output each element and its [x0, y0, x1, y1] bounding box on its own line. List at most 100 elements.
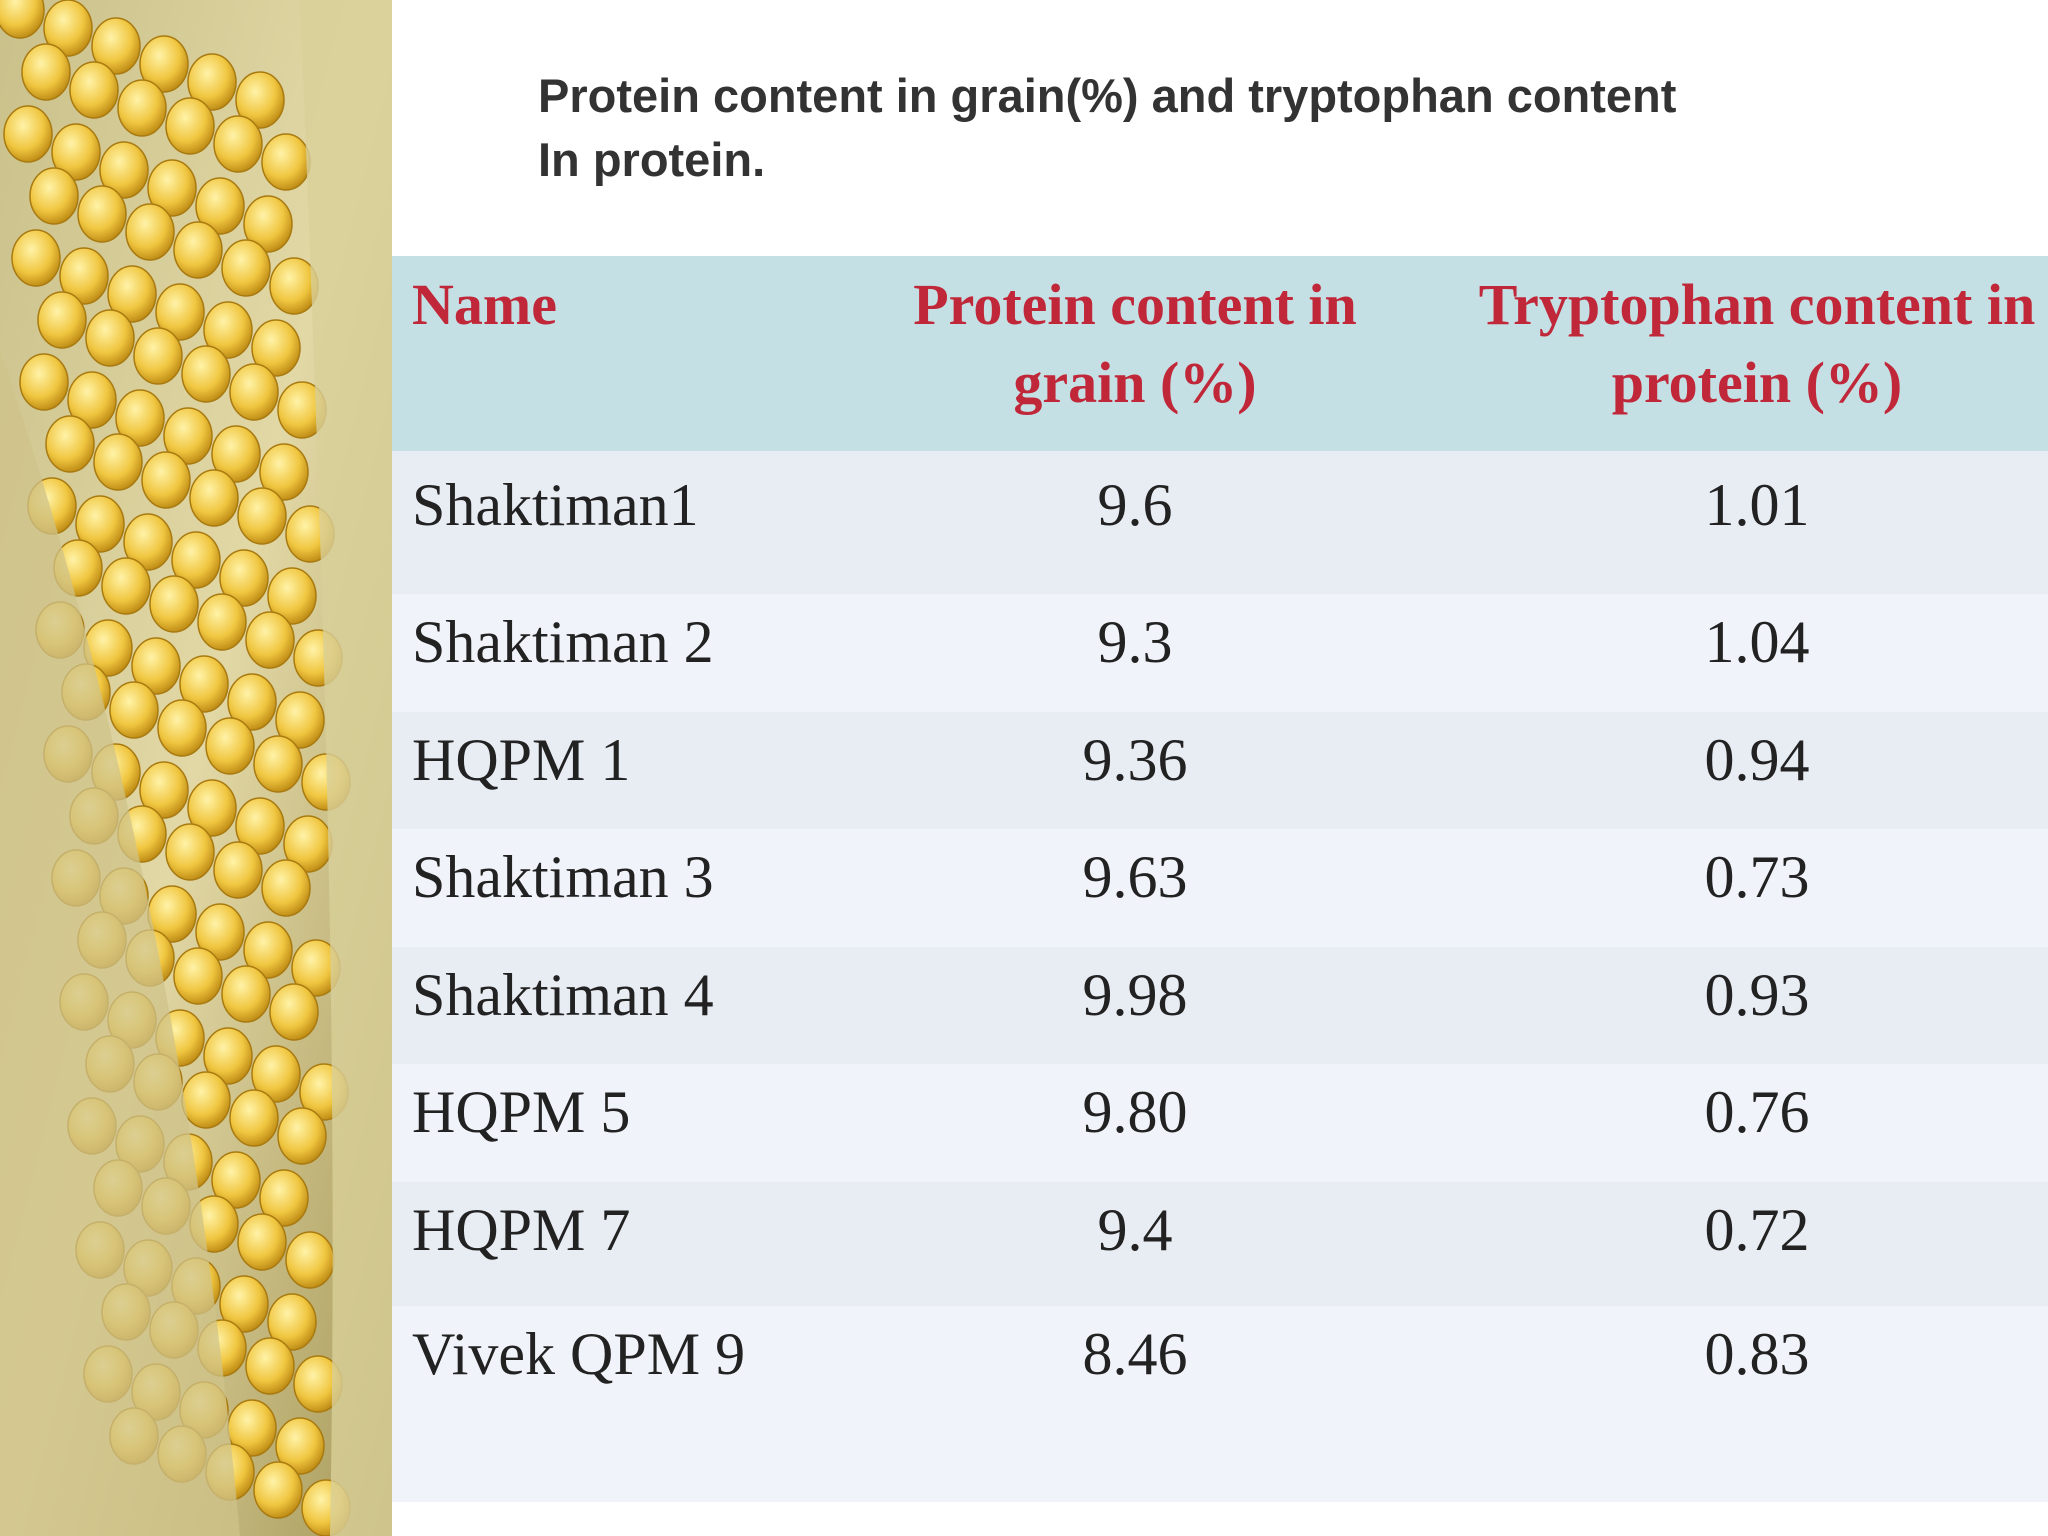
kernel [261, 859, 311, 917]
table-row: HQPM 5 9.80 0.76 [392, 1064, 2048, 1182]
kernel [11, 229, 61, 287]
table-row: Vivek QPM 9 8.46 0.83 [392, 1306, 2048, 1424]
kernel [101, 557, 151, 615]
kernel [45, 415, 95, 473]
kernel [109, 681, 159, 739]
kernel [51, 123, 101, 181]
table-footer [392, 1424, 2048, 1502]
kernel [237, 487, 287, 545]
kernel [213, 841, 263, 899]
kernel [189, 469, 239, 527]
table-cell: Shaktiman 4 [412, 962, 714, 1028]
kernel [131, 637, 181, 695]
kernel [141, 451, 191, 509]
table-cell: HQPM 1 [412, 727, 631, 793]
kernel [149, 575, 199, 633]
table-cell: 1.01 [1704, 472, 1810, 538]
kernel [195, 177, 245, 235]
table-cell: 9.98 [1082, 962, 1188, 1028]
kernel [197, 593, 247, 651]
header-cell: Name [412, 272, 557, 337]
table-cell: Shaktiman 2 [412, 609, 714, 675]
kernel [245, 1337, 295, 1395]
kernel [117, 79, 167, 137]
table-cell: 9.6 [1097, 472, 1173, 538]
kernel [133, 327, 183, 385]
kernel [205, 717, 255, 775]
kernel [251, 1045, 301, 1103]
kernel [43, 0, 93, 57]
kernel [21, 43, 71, 101]
kernel [75, 495, 125, 553]
kernel [219, 549, 269, 607]
kernel [229, 1089, 279, 1147]
kernel [227, 673, 277, 731]
kernel [37, 291, 87, 349]
title-line: In protein. [538, 133, 766, 186]
corn-image [0, 0, 392, 1536]
kernel [147, 159, 197, 217]
kernel [0, 0, 45, 39]
kernel [213, 115, 263, 173]
table-row: HQPM 7 9.4 0.72 [392, 1182, 2048, 1306]
kernel [59, 247, 109, 305]
kernel [211, 1151, 261, 1209]
kernel [275, 691, 325, 749]
kernel [179, 655, 229, 713]
kernel [275, 1417, 325, 1475]
kernel [85, 309, 135, 367]
kernel [221, 239, 271, 297]
kernel [203, 301, 253, 359]
table-cell: 0.94 [1704, 727, 1810, 793]
kernel [267, 567, 317, 625]
table-cell: 1.04 [1704, 609, 1810, 675]
table-row: Shaktiman 2 9.3 1.04 [392, 594, 2048, 712]
kernel [229, 363, 279, 421]
kernel [173, 221, 223, 279]
table-cell: HQPM 5 [412, 1079, 631, 1145]
kernel [29, 167, 79, 225]
table-cell: 9.4 [1097, 1197, 1173, 1263]
kernel [77, 185, 127, 243]
table-cell: 9.3 [1097, 609, 1173, 675]
kernel [173, 947, 223, 1005]
table-cell: 9.80 [1082, 1079, 1188, 1145]
kernel [91, 17, 141, 75]
kernel [269, 983, 319, 1041]
kernel [181, 1071, 231, 1129]
kernel [221, 965, 271, 1023]
table-cell: 0.73 [1704, 844, 1810, 910]
kernel [187, 779, 237, 837]
kernel [157, 699, 207, 757]
kernel [251, 319, 301, 377]
kernel [187, 53, 237, 111]
table-cell: HQPM 7 [412, 1197, 631, 1263]
table-row: Shaktiman 4 9.98 0.93 [392, 947, 2048, 1064]
kernel [69, 61, 119, 119]
kernel [203, 1027, 253, 1085]
kernel [267, 1293, 317, 1351]
title-line: Protein content in grain(%) and tryptoph… [538, 69, 1677, 122]
kernel [139, 761, 189, 819]
table-cell: 9.36 [1082, 727, 1188, 793]
kernel [243, 921, 293, 979]
kernel [235, 71, 285, 129]
kernel [19, 353, 69, 411]
table-cell: 0.83 [1704, 1321, 1810, 1387]
kernel [107, 265, 157, 323]
table-row: HQPM 1 9.36 0.94 [392, 712, 2048, 829]
kernel [99, 141, 149, 199]
kernel [259, 1169, 309, 1227]
table-row: Shaktiman1 9.6 1.01 [392, 451, 2048, 594]
table-cell: 8.46 [1082, 1321, 1188, 1387]
table-cell: Shaktiman 3 [412, 844, 714, 910]
header-row: Name Protein content in grain (%) Tryptoph… [392, 256, 2048, 451]
kernel [171, 531, 221, 589]
kernel [181, 345, 231, 403]
kernel [155, 283, 205, 341]
header-cell: Protein content in grain (%) [913, 272, 1357, 415]
kernel [165, 823, 215, 881]
kernel [125, 203, 175, 261]
kernel [67, 371, 117, 429]
